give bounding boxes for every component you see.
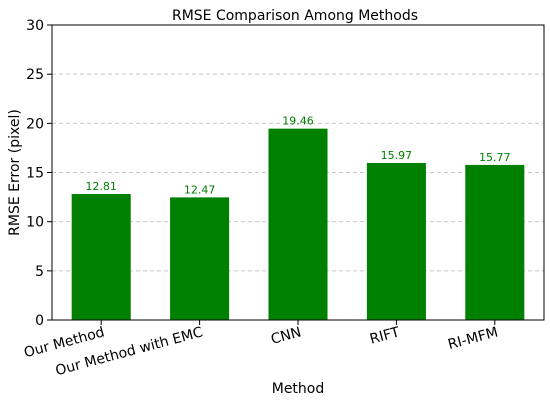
- y-tick-label: 30: [26, 18, 44, 34]
- bar: [268, 128, 328, 320]
- y-axis-label: RMSE Error (pixel): [7, 109, 23, 236]
- chart-title: RMSE Comparison Among Methods: [172, 8, 418, 24]
- y-tick-label: 20: [26, 116, 44, 132]
- bars: [71, 128, 525, 320]
- y-tick-label: 25: [26, 67, 44, 83]
- bar: [366, 162, 426, 320]
- bar-value-label: 15.97: [381, 149, 413, 162]
- bar-value-label: 15.77: [479, 151, 511, 164]
- y-tick-label: 5: [35, 264, 44, 280]
- y-axis: 0 5 10 15 20 25 30: [26, 18, 52, 329]
- x-tick-label: RI-MFM: [446, 324, 500, 353]
- bar: [71, 194, 131, 320]
- y-tick-label: 10: [26, 215, 44, 231]
- bar-value-label: 12.81: [85, 180, 117, 193]
- value-labels: 12.81 12.47 19.46 15.97 15.77: [85, 115, 510, 197]
- bar: [170, 197, 230, 320]
- y-tick-label: 0: [35, 313, 44, 329]
- bar: [465, 164, 525, 320]
- x-tick-label: RIFT: [368, 324, 402, 347]
- x-axis-label: Method: [272, 381, 325, 397]
- x-tick-label: CNN: [269, 324, 303, 347]
- bar-value-label: 12.47: [184, 183, 216, 196]
- y-tick-label: 15: [26, 166, 44, 182]
- bar-value-label: 19.46: [282, 115, 314, 128]
